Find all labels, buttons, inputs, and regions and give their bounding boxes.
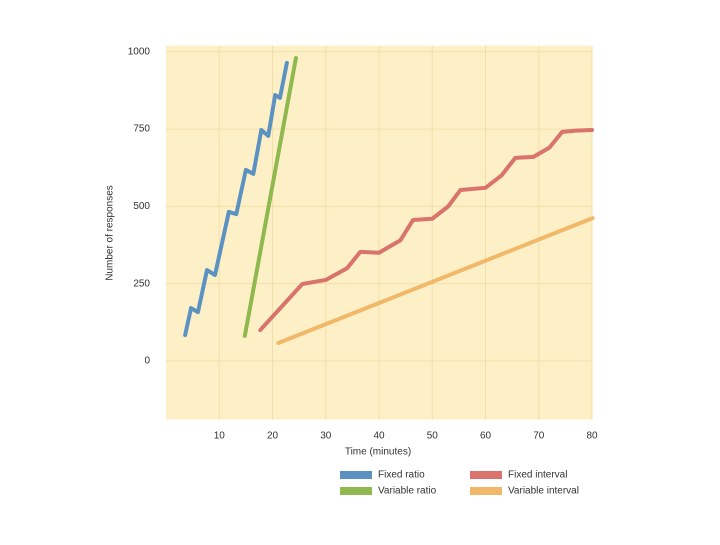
x-tick-label: 60 <box>480 430 492 441</box>
line <box>183 60 289 337</box>
x-tick-label: 30 <box>320 430 332 441</box>
x-tick-label: 10 <box>214 430 226 441</box>
x-tick-label: 80 <box>586 430 598 441</box>
y-tick-label: 500 <box>133 201 150 212</box>
legend-swatch <box>470 487 502 495</box>
x-tick-label: 70 <box>533 430 545 441</box>
legend-label: Variable interval <box>508 486 579 497</box>
y-tick-label: 0 <box>144 356 150 367</box>
x-tick-label: 50 <box>427 430 439 441</box>
legend-swatch <box>340 471 372 479</box>
line <box>258 128 594 333</box>
legend-label: Fixed interval <box>508 470 567 481</box>
y-tick-label: 1000 <box>128 46 151 57</box>
legend-swatch <box>470 471 502 479</box>
y-tick-label: 750 <box>133 124 150 135</box>
x-tick-label: 20 <box>267 430 279 441</box>
legend-label: Variable ratio <box>378 486 437 497</box>
x-axis-label: Time (minutes) <box>345 447 411 458</box>
legend-swatch <box>340 487 372 495</box>
line <box>276 216 595 346</box>
y-tick-label: 250 <box>133 278 150 289</box>
line <box>242 55 298 338</box>
legend-label: Fixed ratio <box>378 470 425 481</box>
x-tick-label: 40 <box>373 430 385 441</box>
y-axis-label: Number of responses <box>105 185 116 281</box>
